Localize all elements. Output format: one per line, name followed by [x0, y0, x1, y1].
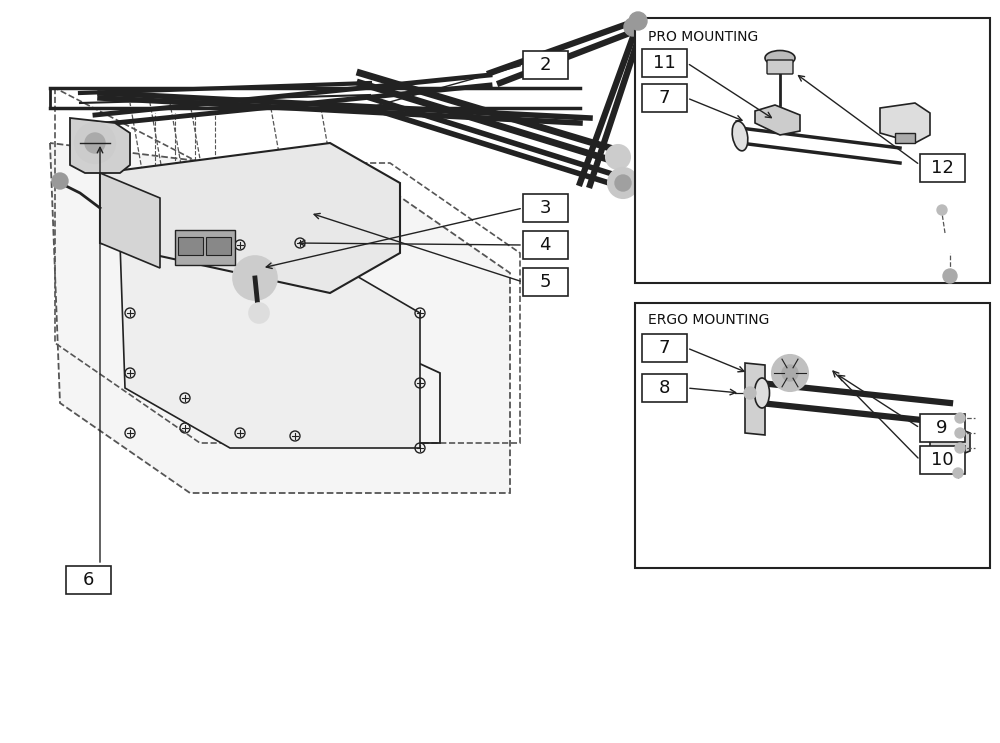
Polygon shape	[745, 363, 765, 435]
Circle shape	[233, 256, 277, 300]
Polygon shape	[880, 103, 930, 143]
Text: 12: 12	[931, 159, 953, 177]
Ellipse shape	[732, 121, 748, 151]
Circle shape	[744, 387, 756, 399]
Text: 8: 8	[658, 379, 670, 397]
Circle shape	[772, 355, 808, 391]
Text: 3: 3	[539, 199, 551, 217]
Circle shape	[937, 205, 947, 215]
Circle shape	[955, 443, 965, 453]
Bar	[635, 303, 990, 568]
Ellipse shape	[755, 378, 770, 408]
Bar	[522, 51, 568, 79]
Circle shape	[608, 168, 638, 198]
Bar	[642, 84, 686, 112]
Text: 9: 9	[936, 419, 948, 437]
Text: 7: 7	[658, 89, 670, 107]
Text: 2: 2	[539, 56, 551, 74]
Text: 7: 7	[658, 339, 670, 357]
Circle shape	[615, 175, 631, 191]
Bar	[522, 194, 568, 222]
Bar	[178, 237, 203, 255]
Bar	[895, 133, 915, 143]
Circle shape	[606, 145, 630, 169]
Polygon shape	[50, 143, 510, 493]
Circle shape	[624, 18, 642, 36]
Circle shape	[75, 123, 115, 163]
Ellipse shape	[765, 51, 795, 65]
Polygon shape	[930, 427, 970, 457]
Bar	[920, 414, 964, 442]
Circle shape	[85, 133, 105, 153]
Text: 4: 4	[539, 236, 551, 254]
Text: 6: 6	[82, 571, 94, 589]
Bar	[175, 230, 235, 265]
Circle shape	[943, 269, 957, 283]
Polygon shape	[120, 243, 420, 448]
Polygon shape	[100, 143, 400, 293]
Text: ERGO MOUNTING: ERGO MOUNTING	[648, 313, 769, 327]
Text: 11: 11	[653, 54, 675, 72]
Bar	[522, 268, 568, 296]
Circle shape	[629, 12, 647, 30]
Bar	[642, 334, 686, 362]
Bar	[642, 374, 686, 402]
Polygon shape	[100, 173, 160, 268]
Polygon shape	[755, 105, 800, 135]
Bar	[522, 231, 568, 259]
Circle shape	[955, 428, 965, 438]
Circle shape	[955, 413, 965, 423]
Bar	[635, 18, 990, 283]
Circle shape	[52, 173, 68, 189]
Text: 10: 10	[931, 451, 953, 469]
Circle shape	[953, 468, 963, 478]
Bar	[66, 566, 110, 594]
Bar	[642, 49, 686, 77]
Bar	[920, 154, 964, 182]
Circle shape	[782, 365, 798, 381]
Bar	[206, 237, 231, 255]
Polygon shape	[70, 118, 130, 173]
FancyBboxPatch shape	[767, 60, 793, 74]
Text: 5: 5	[539, 273, 551, 291]
Circle shape	[249, 303, 269, 323]
Bar	[920, 446, 964, 474]
Text: PRO MOUNTING: PRO MOUNTING	[648, 30, 758, 44]
